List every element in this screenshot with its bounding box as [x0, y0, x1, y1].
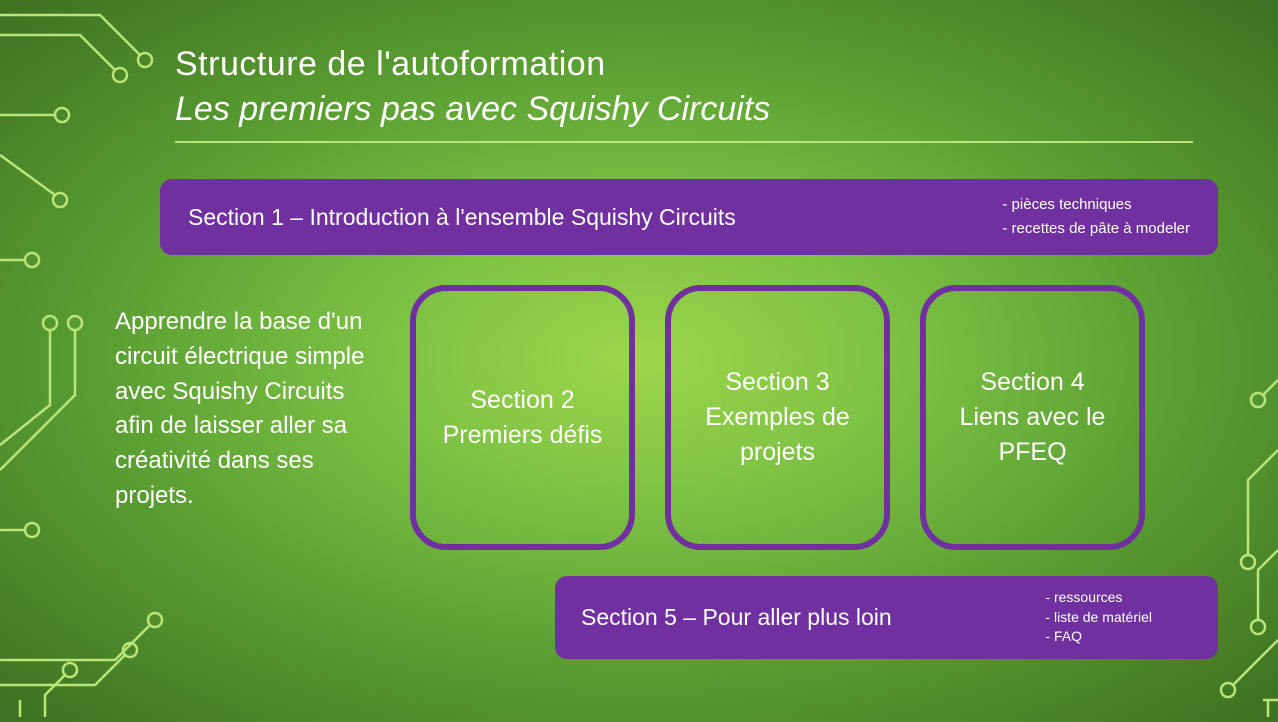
description-text: Apprendre la base d'un circuit électriqu… — [115, 285, 370, 514]
page-title-sub: Les premiers pas avec Squishy Circuits — [175, 90, 1193, 139]
section5-bullet-item: ressources — [1045, 588, 1152, 608]
section3-line2: Exemples de projets — [691, 400, 864, 470]
section3-box: Section 3 Exemples de projets — [665, 285, 890, 550]
section2-line2: Premiers défis — [443, 418, 603, 453]
title-block: Structure de l'autoformation Les premier… — [175, 45, 1193, 143]
section2-box: Section 2 Premiers défis — [410, 285, 635, 550]
section2-line1: Section 2 — [443, 383, 603, 418]
section5-bar: Section 5 – Pour aller plus loin ressour… — [555, 576, 1218, 659]
section3-line1: Section 3 — [691, 365, 864, 400]
circuit-decoration-right — [1218, 0, 1278, 717]
section4-line1: Section 4 — [946, 365, 1119, 400]
section5-bullet-item: FAQ — [1045, 627, 1152, 647]
page-title-main: Structure de l'autoformation — [175, 45, 1193, 84]
section1-title: Section 1 – Introduction à l'ensemble Sq… — [188, 204, 736, 231]
section4-line2: Liens avec le PFEQ — [946, 400, 1119, 470]
section5-bullets: ressources liste de matériel FAQ — [1045, 588, 1152, 647]
section1-bullets: pièces techniques recettes de pâte à mod… — [1002, 193, 1190, 241]
section4-box: Section 4 Liens avec le PFEQ — [920, 285, 1145, 550]
section5-title: Section 5 – Pour aller plus loin — [581, 604, 892, 631]
section5-bullet-item: liste de matériel — [1045, 608, 1152, 628]
section1-bullet-item: pièces techniques — [1002, 193, 1190, 217]
section1-bar: Section 1 – Introduction à l'ensemble Sq… — [160, 179, 1218, 255]
section1-bullet-item: recettes de pâte à modeler — [1002, 217, 1190, 241]
